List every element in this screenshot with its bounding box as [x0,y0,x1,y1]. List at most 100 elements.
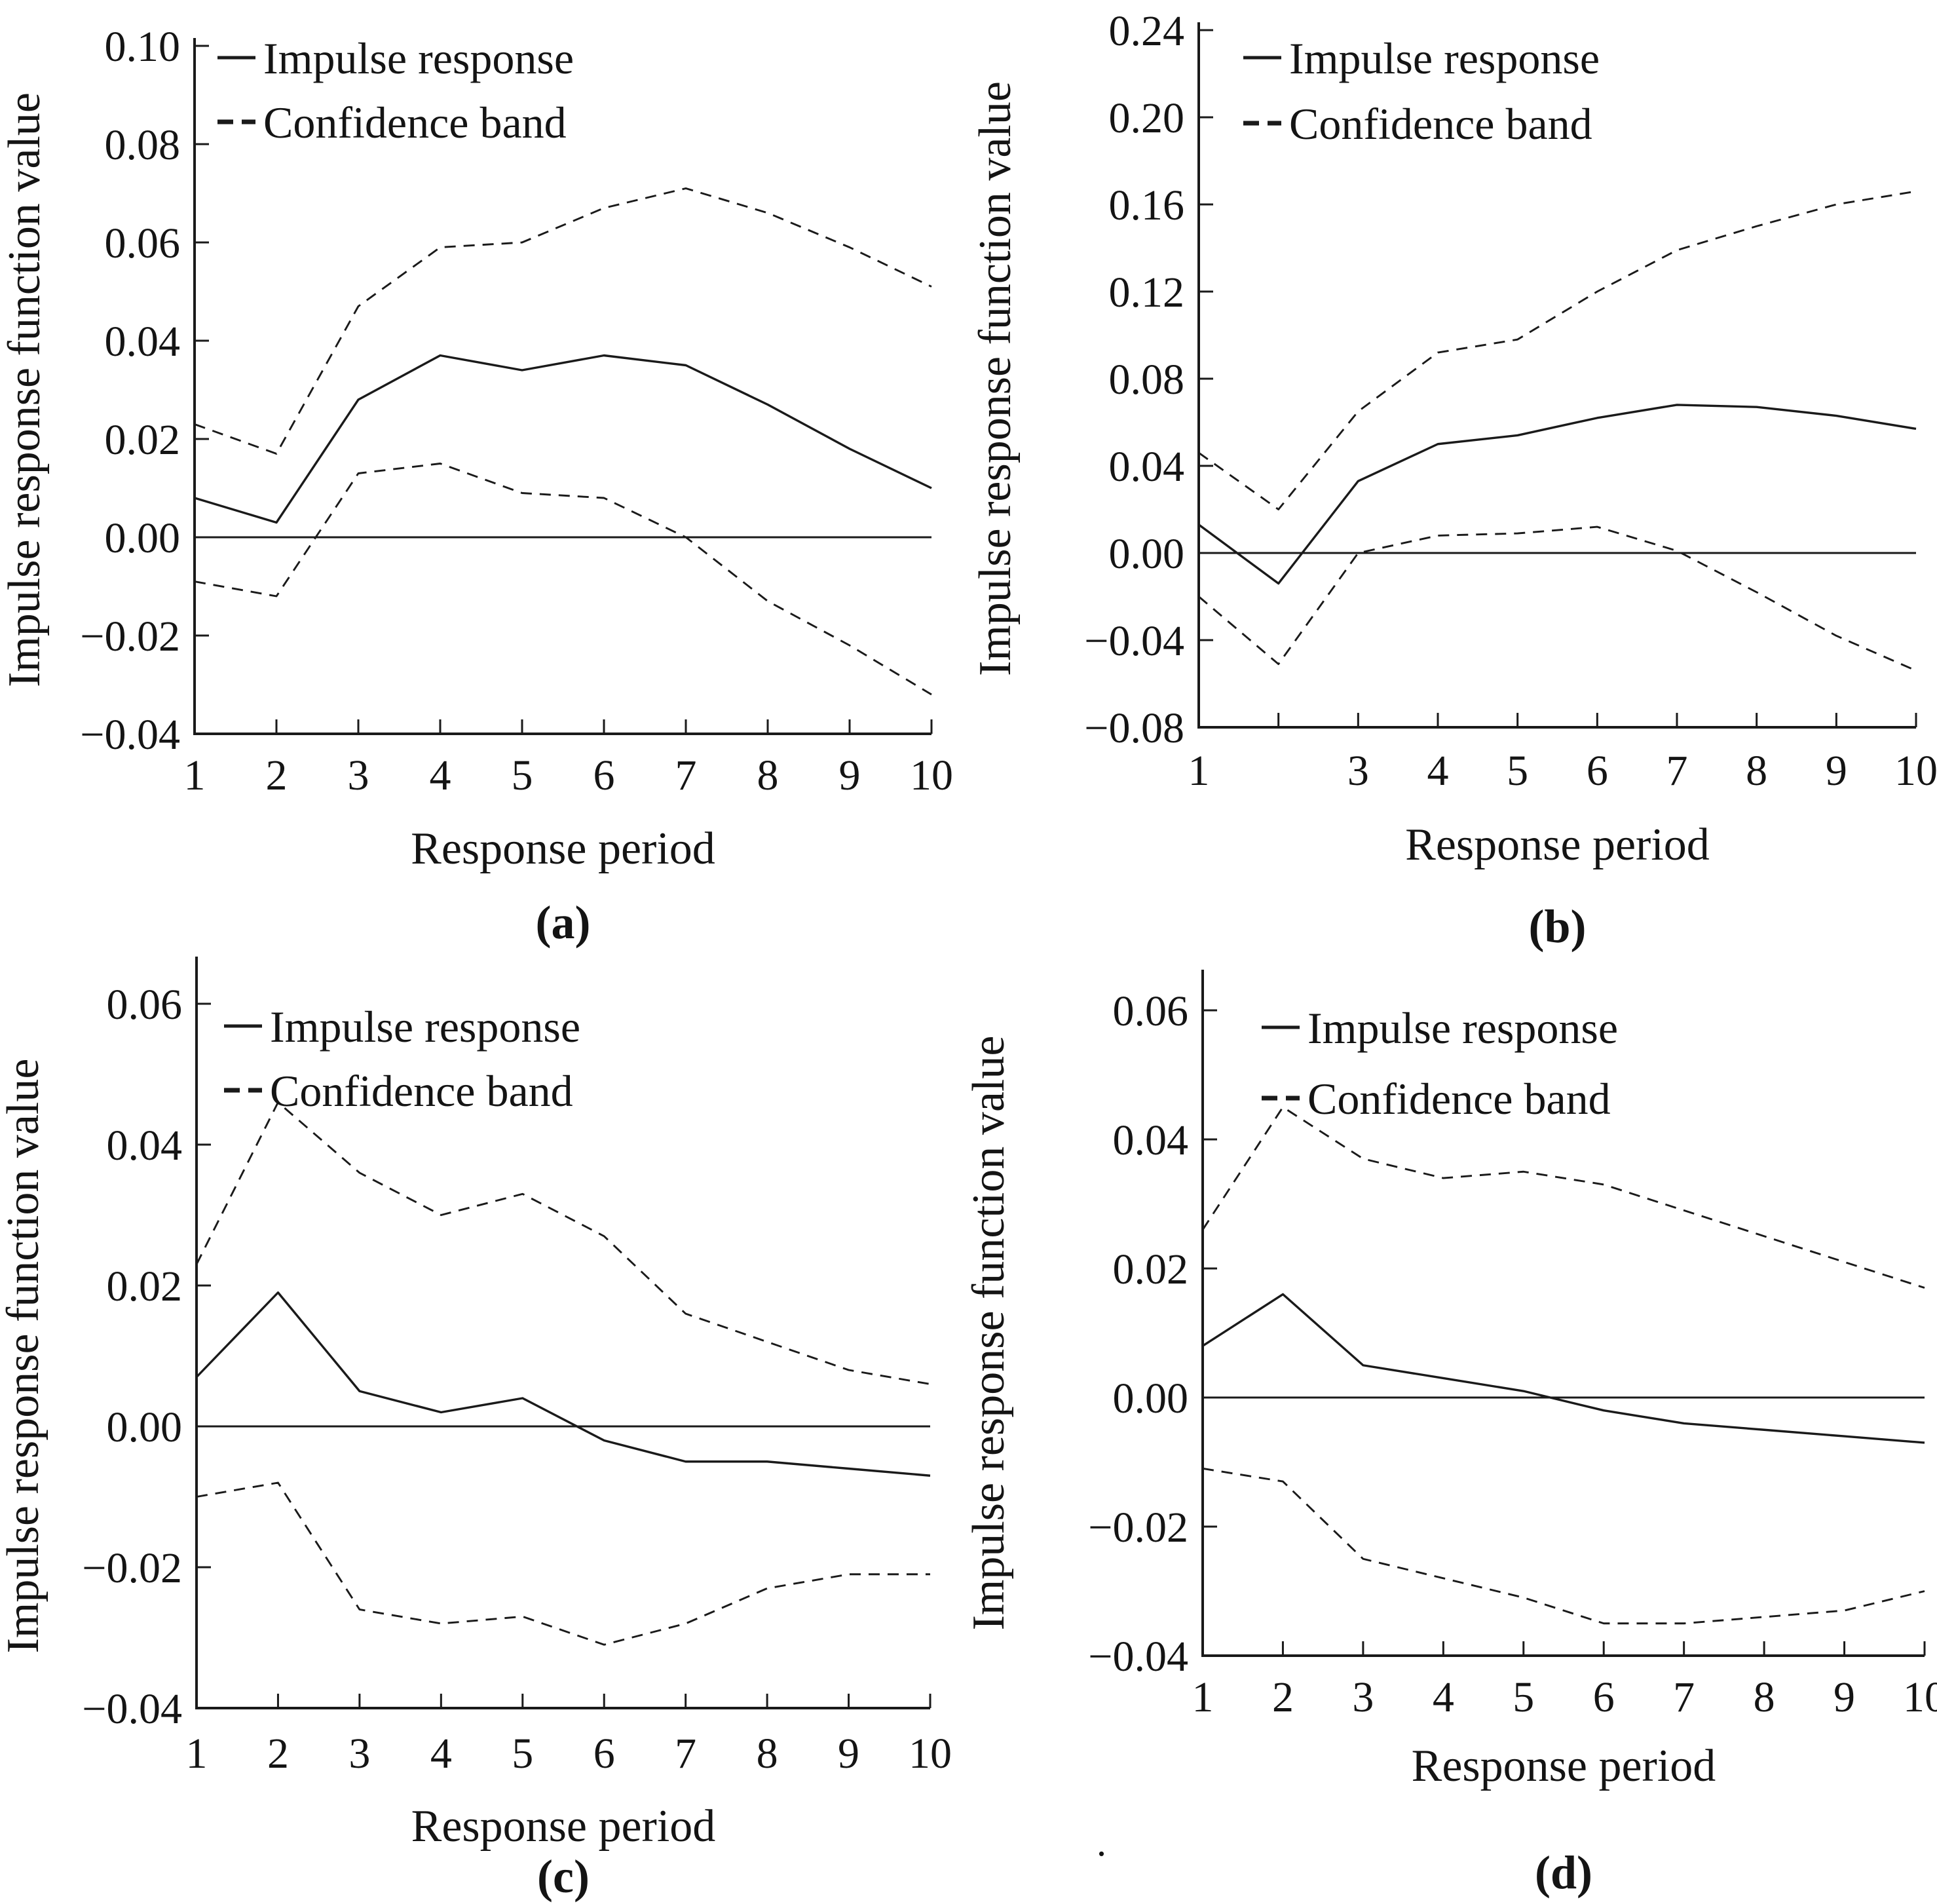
y-axis-title: Impulse response function value [0,1059,48,1654]
legend-impulse-response-label: Impulse response [270,1002,580,1052]
y-tick-label: 0.00 [107,1403,183,1451]
chart-c: 0.06 0.04 0.02 0.00 −0.02 −0.04 1 2 3 4 5 6 7 8 9 10 Imp… [0,957,968,1904]
x-tick-label: 2 [267,1730,289,1778]
legend-confidence-band-label: Confidence band [1307,1074,1611,1124]
y-tick-label: 0.12 [1109,269,1185,316]
chart-a-caption: (a) [535,896,591,949]
x-tick-label: 7 [675,752,697,799]
x-tick-label: 6 [593,752,615,799]
x-tick-label: 9 [1834,1673,1855,1721]
x-tick-label: 6 [593,1730,615,1778]
stray-dot: . [1097,1821,1106,1864]
y-tick-label: −0.02 [1088,1504,1188,1552]
impulse-response-line [194,354,932,524]
x-tick-label: 9 [838,1730,859,1778]
x-tick-label: 8 [757,1730,778,1778]
y-tick-label: 0.04 [1109,443,1185,491]
x-axis-title: Response period [411,824,715,874]
x-tick-label: 10 [909,1730,952,1778]
confidence-band-upper-line [194,187,932,455]
y-tick-label: 0.06 [105,219,181,267]
x-tick-label: 1 [1192,1673,1214,1721]
confidence-band-upper-line [1201,1106,1925,1289]
chart-d: 0.06 0.04 0.02 0.00 −0.02 −0.04 1 2 3 4 5 6 7 8 9 10 Imp… [968,957,1937,1904]
x-axis-title: Response period [1405,820,1710,870]
x-tick-label: 3 [1352,1673,1374,1721]
x-tick-label: 3 [348,752,369,799]
confidence-band-upper-line [195,1101,931,1385]
chart-d-caption: (d) [1535,1846,1592,1899]
y-tick-label: 0.16 [1109,181,1185,229]
x-tick-label: 7 [675,1730,696,1778]
x-axis-title: Response period [411,1801,716,1852]
chart-d-canvas: 0.06 0.04 0.02 0.00 −0.02 −0.041 2 3 4 5 6 7 8 9 10 Imp… [968,970,1937,1864]
legend-impulse-response-label: Impulse response [1289,33,1600,83]
x-tick-label: 7 [1666,747,1688,795]
y-tick-label: 0.02 [107,1263,183,1310]
x-tick-label: 3 [348,1730,370,1778]
confidence-band-upper-line [1198,190,1917,510]
chart-a: 0.10 0.08 0.06 0.04 0.02 0.00 −0.02 −0.04 1 2 3 4 5 6… [0,0,968,957]
x-tick-label: 1 [186,1730,208,1778]
x-tick-label: 4 [1433,1673,1454,1721]
y-tick-label: 0.08 [1109,356,1185,404]
y-tick-label: 0.04 [105,318,181,366]
x-tick-label: 9 [839,752,861,799]
chart-c-canvas: 0.06 0.04 0.02 0.00 −0.02 −0.041 2 3 4 5 6 7 8 9 10 Imp… [0,957,952,1852]
x-tick-label: 5 [512,752,533,799]
confidence-band-lower-line [194,463,932,696]
y-tick-label: 0.04 [107,1122,183,1170]
x-tick-label: 8 [1754,1673,1775,1721]
impulse-response-line [1202,1293,1925,1444]
x-tick-label: 2 [266,752,288,799]
y-tick-label: −0.04 [80,711,180,759]
impulse-response-line [195,1291,931,1477]
x-tick-label: 4 [1427,747,1449,795]
x-tick-label: 9 [1826,747,1847,795]
x-tick-label: 8 [757,752,779,799]
y-tick-label: 0.00 [105,514,181,562]
y-tick-label: −0.04 [1088,1633,1188,1681]
y-axis-title: Impulse response function value [968,1036,1014,1631]
legend-confidence-band-label: Confidence band [263,98,567,147]
x-tick-label: 10 [1894,747,1937,795]
legend-confidence-band-label: Confidence band [270,1066,573,1116]
legend-impulse-response-label: Impulse response [1307,1003,1618,1053]
y-tick-label: 0.00 [1109,530,1185,578]
legend-confidence-band-label: Confidence band [1289,99,1592,149]
y-tick-label: −0.02 [80,613,180,660]
x-tick-label: 7 [1673,1673,1695,1721]
chart-a-canvas: 0.10 0.08 0.06 0.04 0.02 0.00 −0.02 −0.041 2 3 4 5 6… [0,23,953,874]
chart-b-caption: (b) [1528,900,1587,953]
y-tick-label: 0.24 [1109,7,1185,55]
y-tick-label: 0.08 [105,121,181,169]
confidence-band-lower-line [196,1481,930,1646]
x-tick-label: 1 [1188,747,1210,795]
y-tick-label: 0.20 [1109,94,1185,142]
x-tick-label: 10 [1903,1673,1937,1721]
x-tick-label: 5 [1513,1673,1534,1721]
x-tick-label: 5 [512,1730,533,1778]
y-axis-title: Impulse response function value [970,81,1021,676]
y-tick-label: 0.06 [1113,987,1189,1035]
y-tick-label: 0.10 [105,23,181,71]
chart-b: 0.24 0.20 0.16 0.12 0.08 0.04 0.00 −0.04 −0.08 1 3… [968,0,1937,957]
legend-impulse-response-label: Impulse response [263,33,574,83]
x-tick-label: 10 [910,752,953,799]
x-tick-label: 6 [1587,747,1608,795]
y-tick-label: −0.02 [82,1544,182,1592]
x-tick-label: 6 [1593,1673,1615,1721]
chart-b-canvas: 0.24 0.20 0.16 0.12 0.08 0.04 0.00 −0.04 −0.081 3… [970,7,1937,870]
x-axis-title: Response period [1412,1741,1716,1791]
x-tick-label: 4 [430,1730,452,1778]
x-tick-label: 4 [430,752,451,799]
x-tick-label: 5 [1507,747,1528,795]
y-tick-label: 0.04 [1113,1116,1189,1164]
x-tick-label: 3 [1347,747,1369,795]
y-axis-title: Impulse response function value [0,92,50,687]
y-tick-label: 0.06 [107,981,183,1029]
y-tick-label: 0.00 [1113,1375,1189,1422]
y-tick-label: 0.02 [105,416,181,464]
impulse-response-line [1197,404,1917,585]
